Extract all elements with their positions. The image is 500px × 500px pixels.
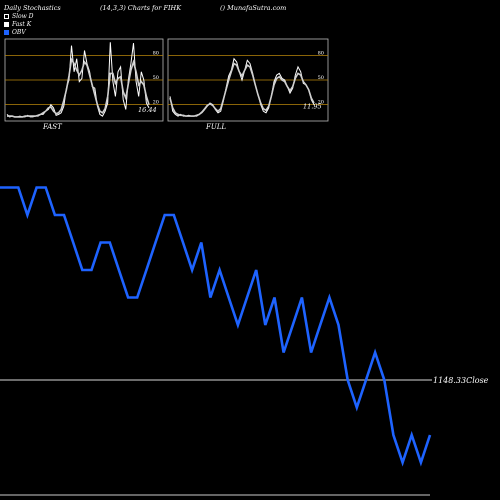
fast-series-line-1 (7, 57, 150, 118)
obv-series-line (0, 186, 432, 467)
fast-tick-label-50: 50 (153, 75, 159, 81)
full-tick-label-20: 20 (318, 100, 324, 106)
fast-panel-title: FAST (42, 123, 63, 131)
legend: Slow D Fast K OBV (4, 12, 34, 36)
full-last-value-label: 11.95 (303, 103, 322, 111)
legend-item-obv: OBV (4, 28, 34, 36)
full-panel-title: FULL (205, 123, 226, 131)
close-reference-label: 1148.33Close (433, 376, 489, 385)
full-series-line-1 (169, 62, 315, 117)
legend-swatch-obv (4, 29, 9, 35)
legend-item-slow-d: Slow D (4, 12, 34, 20)
legend-item-fast-k: Fast K (4, 20, 34, 28)
fast-tick-label-80: 80 (153, 50, 159, 56)
legend-label-obv: OBV (12, 28, 26, 36)
chart-title: Daily Stochastics (4, 4, 61, 12)
full-tick-label-50: 50 (318, 75, 324, 81)
fast-last-value-label: 16.44 (138, 106, 157, 114)
chart-params: (14,3,3) Charts for FIHK (100, 4, 182, 12)
full-tick-label-80: 80 (318, 50, 324, 56)
site-name: () MunafaSutra.com (220, 4, 287, 12)
legend-swatch-slow-d (4, 13, 9, 19)
fast-tick-label-20: 20 (153, 100, 159, 106)
legend-label-fast-k: Fast K (12, 20, 32, 28)
legend-label-slow-d: Slow D (12, 12, 34, 20)
legend-swatch-fast-k (4, 21, 9, 27)
